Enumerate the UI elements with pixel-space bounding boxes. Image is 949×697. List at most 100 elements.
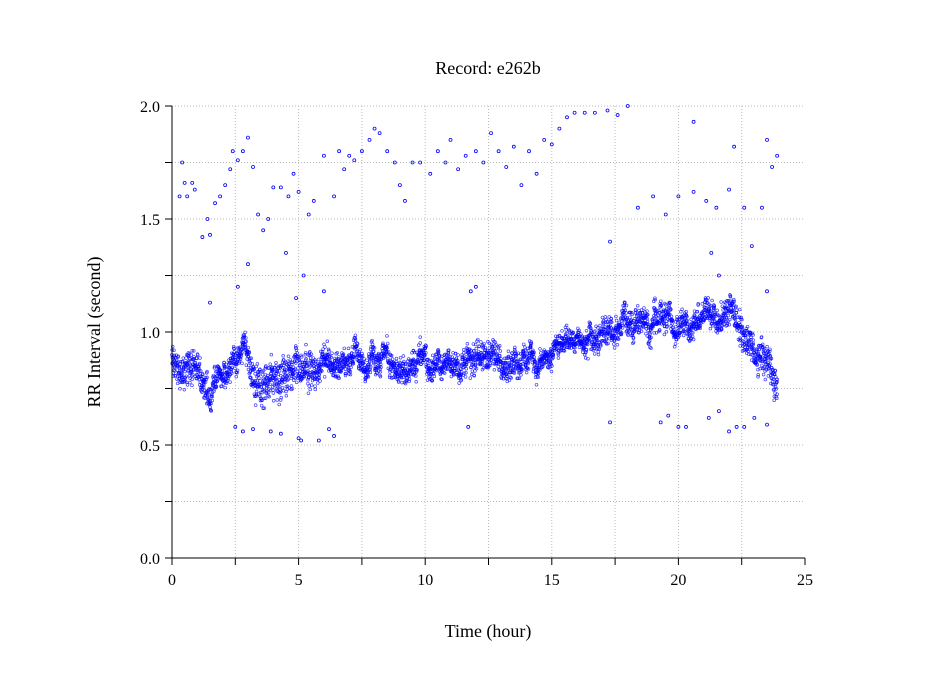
- data-point: [281, 354, 285, 358]
- outlier-point: [208, 300, 212, 305]
- data-point: [576, 330, 581, 335]
- data-point: [751, 342, 755, 347]
- data-point: [624, 311, 628, 315]
- data-point: [268, 362, 272, 366]
- data-point: [624, 303, 629, 308]
- outlier-point: [625, 104, 630, 108]
- data-point: [190, 377, 194, 382]
- data-point: [294, 346, 298, 350]
- data-point: [223, 365, 227, 370]
- data-point: [558, 334, 562, 338]
- data-point: [430, 378, 435, 383]
- data-point: [531, 369, 536, 374]
- data-point: [188, 380, 192, 385]
- outlier-point: [322, 289, 326, 294]
- data-point: [327, 349, 331, 353]
- outlier-point: [709, 250, 714, 255]
- data-point: [201, 382, 206, 386]
- data-point: [603, 324, 607, 329]
- data-point: [351, 360, 355, 364]
- data-point: [488, 361, 492, 366]
- data-point: [385, 334, 389, 338]
- data-point: [562, 349, 567, 353]
- data-point: [308, 387, 312, 392]
- data-point: [343, 373, 348, 378]
- data-point: [266, 390, 271, 394]
- data-point: [233, 356, 237, 360]
- data-point: [398, 355, 403, 360]
- data-point: [620, 321, 624, 326]
- data-point: [606, 341, 610, 346]
- data-point: [260, 398, 264, 402]
- data-point: [256, 369, 260, 374]
- data-point: [463, 375, 468, 379]
- data-point: [520, 367, 524, 371]
- data-point: [668, 301, 672, 305]
- data-point: [497, 344, 502, 348]
- data-point: [187, 360, 191, 365]
- data-point: [473, 342, 478, 347]
- outlier-point: [228, 167, 233, 172]
- outlier-point: [658, 420, 663, 425]
- data-point: [589, 329, 594, 333]
- data-point: [763, 359, 768, 363]
- outlier-point: [765, 422, 769, 427]
- data-point: [587, 320, 592, 325]
- data-point: [775, 396, 779, 400]
- data-point: [464, 366, 469, 371]
- data-point: [658, 311, 662, 315]
- data-point: [538, 368, 542, 373]
- data-point: [492, 368, 497, 372]
- data-point: [235, 370, 239, 375]
- data-point: [775, 377, 779, 381]
- data-point: [676, 335, 680, 340]
- data-point: [573, 350, 577, 355]
- data-point: [699, 320, 703, 325]
- data-point: [465, 341, 470, 346]
- data-point: [683, 316, 687, 320]
- data-point: [772, 398, 776, 402]
- data-point: [396, 378, 401, 383]
- data-point: [436, 349, 441, 354]
- data-point: [612, 342, 616, 346]
- axes: 0 5 10 15 20 25 0.0 0.5 1.0 1.5 2.0: [140, 99, 813, 589]
- data-point: [413, 363, 418, 367]
- data-point: [456, 359, 460, 363]
- data-point: [355, 342, 360, 346]
- data-point: [680, 307, 684, 312]
- data-point: [212, 366, 217, 370]
- outlier-point: [240, 149, 245, 154]
- data-point: [339, 368, 344, 373]
- data-point: [279, 395, 283, 400]
- data-point: [435, 361, 439, 366]
- data-point: [252, 366, 257, 371]
- data-point: [632, 317, 637, 321]
- data-point: [630, 310, 634, 315]
- data-point: [303, 351, 308, 355]
- data-point: [726, 313, 731, 318]
- outlier-point: [534, 171, 539, 176]
- data-point: [457, 381, 461, 385]
- data-point: [760, 363, 764, 368]
- data-point: [337, 355, 341, 359]
- data-point: [620, 326, 625, 330]
- data-point: [520, 369, 524, 373]
- x-tick-label: 0: [168, 572, 176, 589]
- x-tick-label: 20: [670, 572, 686, 589]
- data-point: [320, 369, 324, 373]
- data-point: [349, 365, 353, 370]
- data-point: [738, 307, 742, 312]
- data-point: [450, 366, 455, 371]
- data-point: [585, 342, 590, 347]
- data-point: [480, 359, 485, 363]
- data-point: [550, 348, 555, 353]
- data-point: [363, 379, 368, 384]
- data-point: [664, 330, 669, 334]
- outlier-point: [527, 149, 531, 154]
- data-point: [657, 328, 662, 332]
- data-point: [254, 389, 259, 394]
- data-point: [555, 336, 560, 341]
- data-point: [740, 317, 744, 322]
- data-point: [274, 360, 278, 365]
- data-point: [442, 371, 447, 375]
